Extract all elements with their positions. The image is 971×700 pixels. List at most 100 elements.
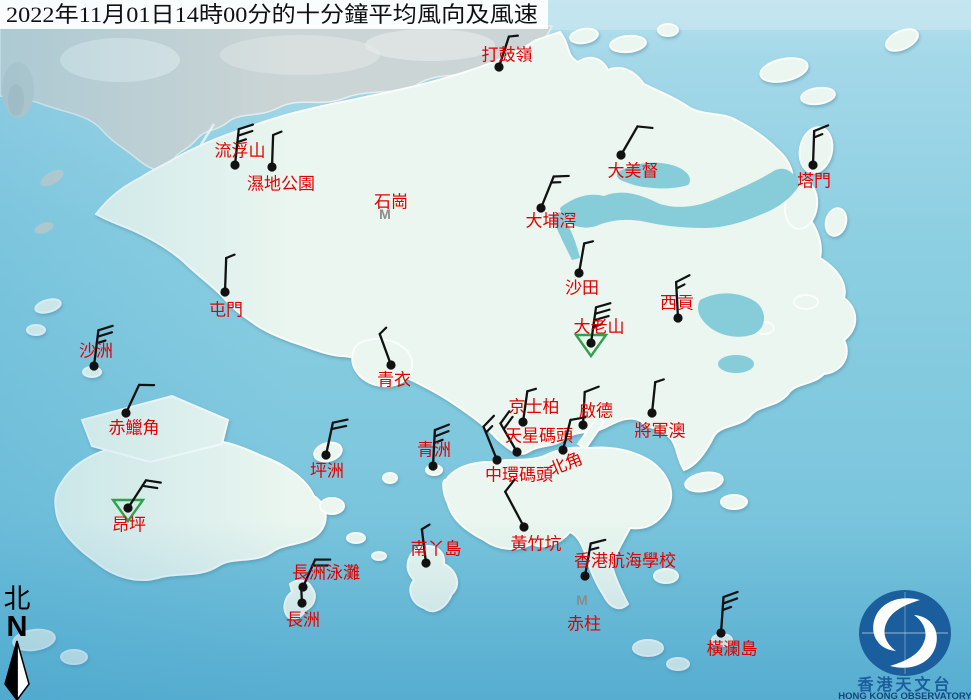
station-north-point: 北角 — [547, 416, 587, 479]
wind-barb-staff — [504, 490, 526, 529]
wind-barb-staff — [420, 528, 428, 565]
wind-barb-staff — [270, 133, 275, 169]
wind-barb-full — [589, 538, 607, 545]
station-kai-tak: 啟德 — [578, 385, 613, 430]
map-title: 2022年11月01日14時00分的十分鐘平均風向及風速 — [6, 2, 538, 27]
station-dot — [230, 160, 240, 170]
wind-barb-half — [378, 326, 388, 336]
station-dot — [578, 420, 588, 430]
station-dot — [297, 598, 307, 608]
station-dot — [586, 338, 596, 348]
station-label-sai-kung: 西貢 — [660, 294, 694, 313]
wind-barb-full — [433, 430, 450, 438]
station-label-tseung-kwan-o: 將軍澳 — [635, 422, 686, 441]
title-bar: 2022年11月01日14時00分的十分鐘平均風向及風速 — [0, 0, 548, 29]
compass-needle-left — [4, 640, 18, 700]
station-dot — [492, 455, 502, 465]
station-label-ngong-ping: 昂坪 — [112, 516, 146, 535]
station-label-wong-chuk-hang: 黃竹坑 — [511, 535, 562, 554]
station-label-stanley: 赤柱 — [567, 615, 601, 634]
wind-barb-full — [433, 423, 450, 432]
wind-barb-half — [433, 438, 444, 445]
station-label-kai-tak: 啟德 — [579, 402, 613, 421]
wind-barb-full — [96, 331, 114, 338]
station-label-ta-kwu-ling: 打鼓嶺 — [482, 46, 533, 65]
hko-logo-en: HONG KONG OBSERVATORY — [838, 691, 971, 700]
wind-barb-half — [588, 546, 600, 552]
wind-barb-full — [504, 478, 516, 493]
wind-barb-full — [331, 418, 349, 424]
wind-barb-full — [237, 123, 255, 131]
station-dot — [428, 461, 438, 471]
station-chek-lap-kok: 赤鱲角 — [109, 383, 160, 438]
wind-barb-full — [813, 124, 830, 133]
missing-data-marker: M — [576, 592, 588, 608]
wind-barb-full — [502, 415, 514, 431]
station-dot — [386, 360, 396, 370]
station-tuen-mun: 屯門 — [209, 253, 243, 320]
station-stanley: M 赤柱 — [567, 592, 601, 634]
compass-north-cjk: 北 — [4, 584, 31, 614]
station-label-shek-kong: 石崗 — [374, 193, 408, 212]
station-label-sha-tin: 沙田 — [565, 279, 599, 298]
station-label-cheung-chau: 長洲 — [286, 611, 320, 630]
station-wetland-park: 濕地公園 — [247, 130, 315, 194]
station-tates-cairn: 大老山 — [574, 302, 625, 359]
station-dot — [123, 503, 133, 513]
wind-barb-staff — [223, 256, 228, 294]
station-tai-mei-tuk: 大美督 — [608, 125, 659, 181]
wind-barb-full — [594, 302, 612, 309]
wind-barb-staff — [124, 383, 141, 415]
station-dot — [321, 450, 331, 460]
station-dot — [518, 417, 528, 427]
station-dot — [494, 62, 504, 72]
station-label-tai-mei-tuk: 大美督 — [608, 162, 659, 181]
wind-barb-full — [552, 174, 570, 178]
wind-barb-staff — [497, 35, 511, 69]
wind-barb-full — [330, 424, 348, 431]
missing-data-marker: M — [379, 206, 391, 222]
hill-station-triangle-icon — [110, 498, 146, 524]
wind-barb-half — [526, 387, 538, 393]
station-sea-school: 香港航海學校 — [574, 538, 676, 581]
station-dot — [512, 447, 522, 457]
station-label-central-pier: 中環碼頭 — [485, 466, 553, 485]
wind-barb-half — [484, 425, 494, 434]
wind-barb-staff — [301, 558, 317, 589]
station-dot — [574, 268, 584, 278]
station-dot — [616, 150, 626, 160]
station-dot — [121, 408, 131, 418]
station-label-tai-po-kau: 大埔滘 — [526, 212, 577, 231]
station-dot — [808, 160, 818, 170]
wind-barb-half — [420, 523, 431, 531]
station-label-peng-chau: 坪洲 — [310, 462, 344, 481]
wind-barb-half — [654, 378, 665, 384]
station-star-ferry: 天星碼頭 — [499, 410, 573, 457]
station-tseung-kwan-o: 將軍澳 — [635, 378, 686, 441]
station-dot — [421, 558, 431, 568]
station-lamma-island: 南丫島 — [411, 523, 462, 568]
station-dot — [536, 203, 546, 213]
station-label-star-ferry: 天星碼頭 — [505, 427, 573, 446]
wind-barb-full — [569, 416, 587, 422]
station-ta-kwu-ling: 打鼓嶺 — [482, 34, 533, 72]
station-label-sha-chau: 沙洲 — [79, 342, 113, 361]
station-label-green-island: 青洲 — [417, 441, 451, 460]
station-shek-kong: M石崗 — [374, 193, 408, 223]
wind-barb-full — [236, 129, 254, 137]
north-compass: 北 N — [4, 584, 31, 700]
wind-barb-full — [593, 314, 610, 322]
wind-barb-full — [583, 385, 600, 394]
station-dot — [647, 408, 657, 418]
wind-barb-staff — [378, 332, 393, 367]
wind-barb-full — [675, 274, 691, 284]
wind-barb-staff — [811, 129, 816, 167]
station-label-lau-fau-shan: 流浮山 — [215, 142, 266, 161]
station-central-pier: 中環碼頭 — [482, 414, 553, 485]
station-dot — [558, 445, 568, 455]
station-cheung-chau: 長洲 — [286, 583, 320, 630]
station-kings-park: 京士柏 — [509, 387, 560, 427]
wind-barb-half — [236, 138, 248, 144]
station-tsing-yi: 青衣 — [377, 326, 411, 390]
